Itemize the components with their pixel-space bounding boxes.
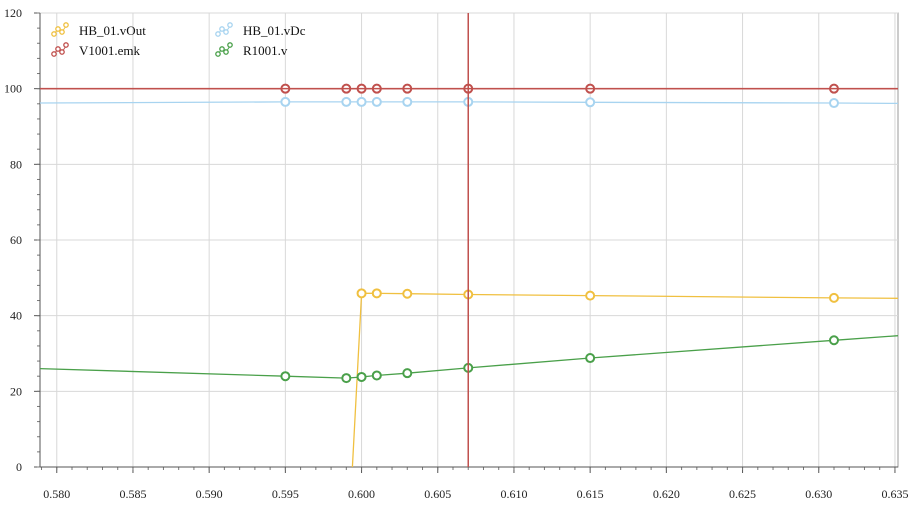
legend-label: R1001.v <box>243 43 288 58</box>
legend-entry: HB_01.vOut <box>51 22 146 38</box>
y-tick-label: 0 <box>16 460 22 474</box>
y-tick-label: 100 <box>4 82 22 96</box>
x-tick-label: 0.585 <box>119 487 146 501</box>
data-point <box>341 96 352 107</box>
x-tick-label: 0.610 <box>500 487 527 501</box>
data-point <box>402 96 413 107</box>
legend-icon-marker <box>219 26 225 32</box>
legend-label: HB_01.vDc <box>243 23 306 38</box>
legend-icon-marker <box>215 31 221 37</box>
legend-entry: V1001.emk <box>51 42 141 58</box>
data-point <box>828 292 839 303</box>
y-tick-label: 20 <box>10 384 22 398</box>
data-point <box>280 96 291 107</box>
data-point <box>828 98 839 109</box>
series-line <box>39 335 899 379</box>
x-tick-label: 0.630 <box>805 487 832 501</box>
x-tick-label: 0.595 <box>272 487 299 501</box>
legend-entry: R1001.v <box>215 42 288 58</box>
legend-icon-marker <box>215 51 221 57</box>
legend-icon-marker <box>227 22 233 28</box>
legend-icon-marker <box>219 46 225 52</box>
x-tick-label: 0.625 <box>729 487 756 501</box>
legend: HB_01.vOut HB_01.vDc V1001.emk R1001.v <box>51 22 306 58</box>
y-tick-label: 120 <box>4 6 22 20</box>
data-point <box>371 288 382 299</box>
legend-icon-marker <box>59 49 65 55</box>
data-point <box>371 370 382 381</box>
cursor[interactable] <box>40 13 898 467</box>
legend-icon-marker <box>223 49 229 55</box>
x-tick-label: 0.600 <box>348 487 375 501</box>
data-point <box>585 290 596 301</box>
series-icon <box>215 22 233 37</box>
x-tick-label: 0.620 <box>653 487 680 501</box>
x-tick-label: 0.605 <box>424 487 451 501</box>
axes: 0.580 0.585 0.590 0.595 0.600 0.605 0.610 0.615… <box>4 6 908 501</box>
data-point <box>280 371 291 382</box>
y-tick-label: 80 <box>10 157 22 171</box>
series-icon <box>51 42 69 57</box>
data-point <box>356 96 367 107</box>
legend-icon-marker <box>55 46 61 52</box>
data-point <box>356 371 367 382</box>
data-point <box>341 373 352 384</box>
series-line <box>39 101 899 105</box>
y-tick-label: 40 <box>10 309 22 323</box>
legend-icon-marker <box>63 42 69 48</box>
y-tick-label: 60 <box>10 233 22 247</box>
data-point <box>371 96 382 107</box>
data-point <box>356 288 367 299</box>
legend-icon-marker <box>59 29 65 35</box>
legend-icon-marker <box>51 51 57 57</box>
data-point <box>585 353 596 364</box>
x-tick-label: 0.635 <box>881 487 908 501</box>
legend-label: HB_01.vOut <box>79 23 146 38</box>
data-point <box>585 97 596 108</box>
data-point <box>828 335 839 346</box>
series-icon <box>51 22 69 37</box>
legend-icon-marker <box>51 31 57 37</box>
data-point <box>402 288 413 299</box>
grid <box>39 12 899 468</box>
x-tick-label: 0.580 <box>43 487 70 501</box>
data-point <box>402 368 413 379</box>
x-tick-label: 0.615 <box>577 487 604 501</box>
legend-icon-marker <box>223 29 229 35</box>
legend-icon-marker <box>227 42 233 48</box>
legend-label: V1001.emk <box>79 43 141 58</box>
legend-icon-marker <box>63 22 69 28</box>
legend-entry: HB_01.vDc <box>215 22 306 38</box>
series-hb-01-vdc <box>39 96 899 109</box>
series-icon <box>215 42 233 57</box>
x-tick-label: 0.590 <box>196 487 223 501</box>
legend-icon-marker <box>55 26 61 32</box>
